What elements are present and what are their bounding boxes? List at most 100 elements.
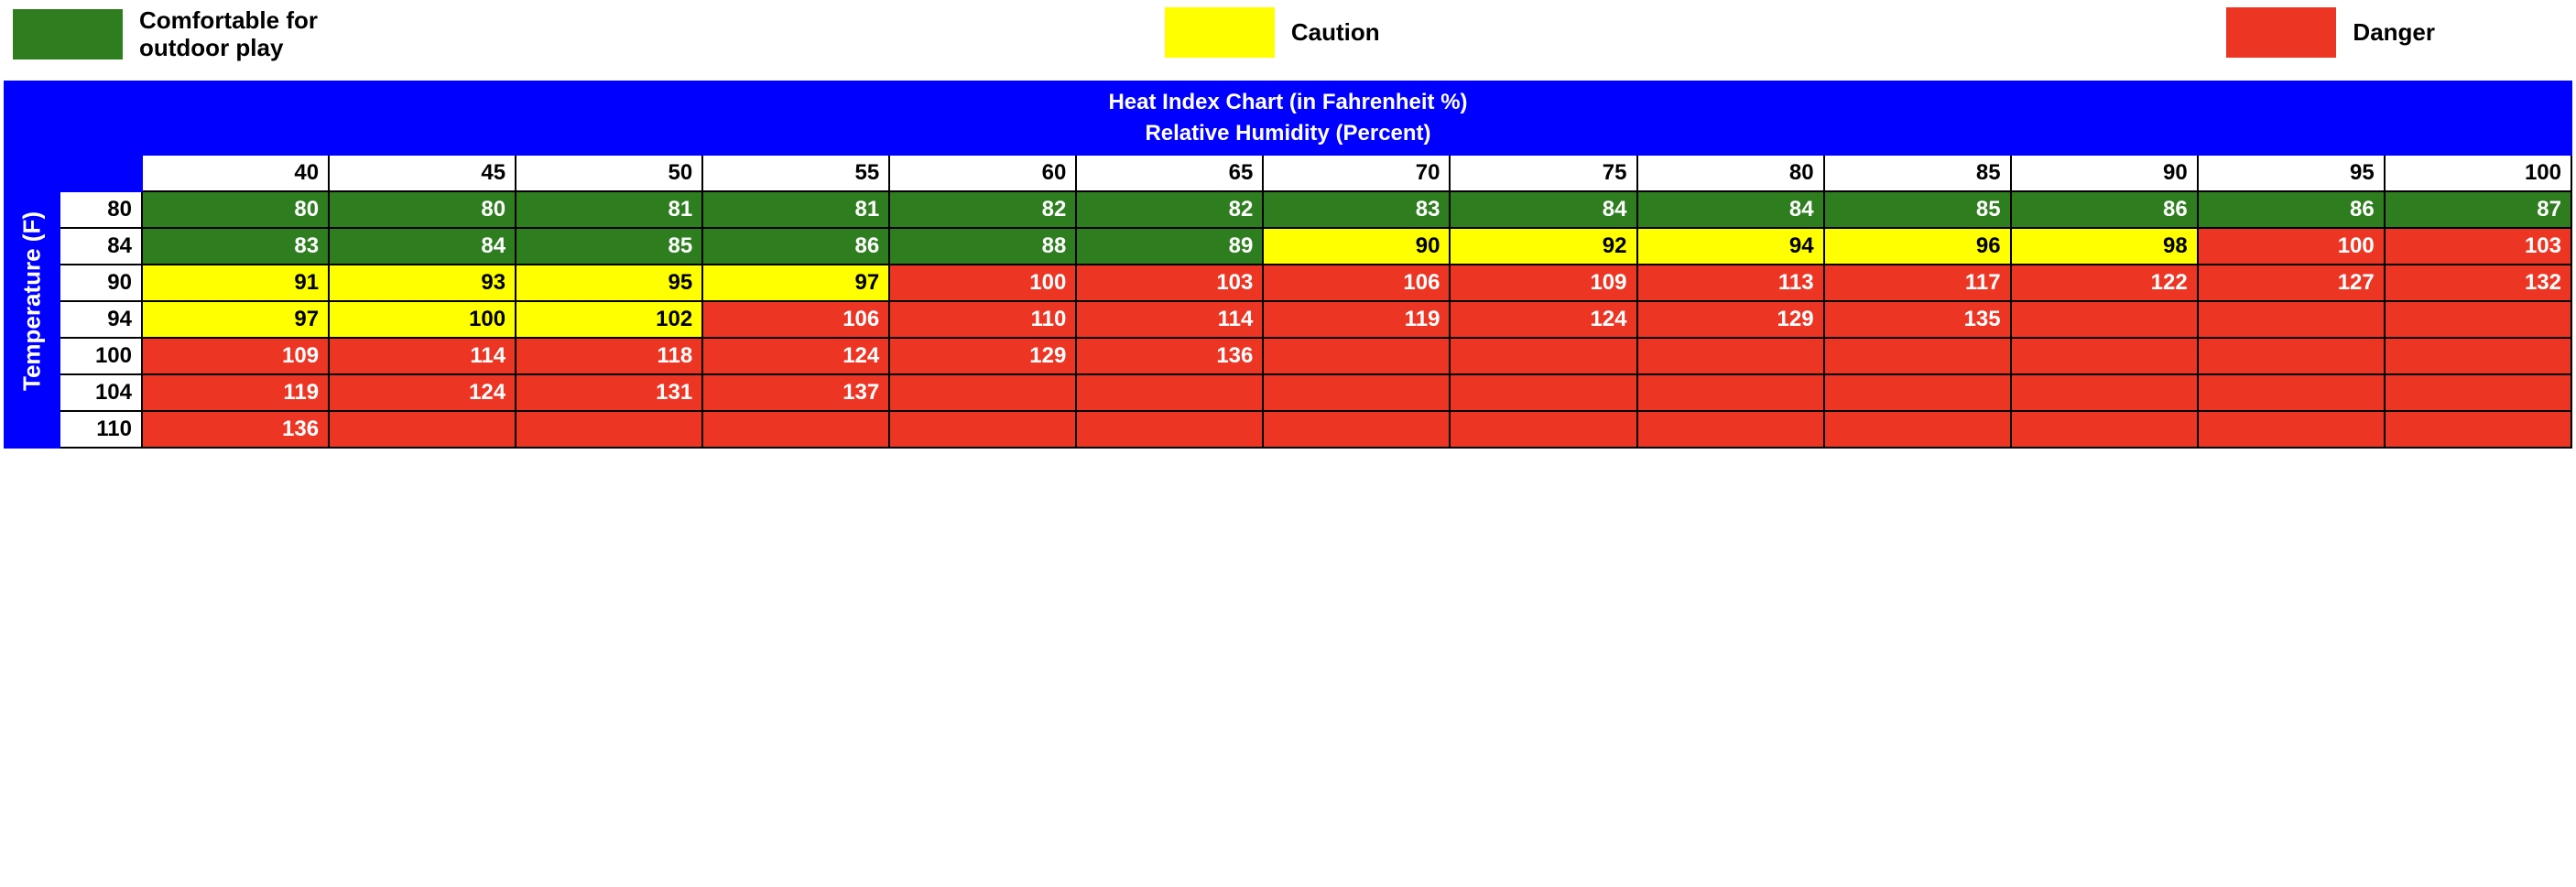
heat-cell bbox=[889, 374, 1076, 411]
heat-cell: 118 bbox=[516, 338, 702, 374]
heat-cell bbox=[2011, 338, 2198, 374]
heat-cell bbox=[1824, 411, 2011, 448]
corner-cell bbox=[60, 155, 142, 191]
humidity-header: 70 bbox=[1263, 155, 1450, 191]
legend-item-caution: Caution bbox=[1165, 7, 1380, 58]
heat-cell: 80 bbox=[142, 191, 329, 228]
heat-cell: 83 bbox=[1263, 191, 1450, 228]
legend-label-comfortable: Comfortable for outdoor play bbox=[139, 7, 318, 62]
heat-cell: 80 bbox=[329, 191, 516, 228]
heat-cell: 106 bbox=[1263, 265, 1450, 301]
heat-cell: 84 bbox=[329, 228, 516, 265]
heat-cell: 124 bbox=[702, 338, 889, 374]
humidity-header: 100 bbox=[2385, 155, 2571, 191]
heat-cell bbox=[1824, 374, 2011, 411]
heat-cell: 87 bbox=[2385, 191, 2571, 228]
humidity-header: 75 bbox=[1450, 155, 1636, 191]
heat-cell bbox=[1637, 338, 1824, 374]
heat-cell bbox=[1263, 411, 1450, 448]
heat-cell: 82 bbox=[889, 191, 1076, 228]
humidity-header: 45 bbox=[329, 155, 516, 191]
heat-cell: 131 bbox=[516, 374, 702, 411]
heat-cell: 100 bbox=[2198, 228, 2385, 265]
heat-cell: 90 bbox=[1263, 228, 1450, 265]
heat-cell: 83 bbox=[142, 228, 329, 265]
heat-cell: 100 bbox=[329, 301, 516, 338]
temperature-header: 84 bbox=[60, 228, 142, 265]
heat-cell: 122 bbox=[2011, 265, 2198, 301]
heat-cell: 113 bbox=[1637, 265, 1824, 301]
heat-cell: 129 bbox=[1637, 301, 1824, 338]
heat-index-table: Heat Index Chart (in Fahrenheit %)Relati… bbox=[4, 81, 2572, 449]
heat-cell: 96 bbox=[1824, 228, 2011, 265]
heat-cell bbox=[702, 411, 889, 448]
heat-cell: 119 bbox=[1263, 301, 1450, 338]
heat-cell: 109 bbox=[142, 338, 329, 374]
heat-cell: 124 bbox=[329, 374, 516, 411]
heat-cell: 136 bbox=[142, 411, 329, 448]
legend-item-danger: Danger bbox=[2226, 7, 2435, 58]
heat-cell: 100 bbox=[889, 265, 1076, 301]
heat-cell: 94 bbox=[1637, 228, 1824, 265]
heat-cell bbox=[2011, 301, 2198, 338]
humidity-header: 95 bbox=[2198, 155, 2385, 191]
heat-cell bbox=[2198, 374, 2385, 411]
temperature-header: 94 bbox=[60, 301, 142, 338]
legend-label-danger: Danger bbox=[2353, 19, 2435, 47]
heat-cell: 86 bbox=[702, 228, 889, 265]
heat-cell: 85 bbox=[1824, 191, 2011, 228]
heat-cell bbox=[1637, 374, 1824, 411]
heat-cell: 85 bbox=[516, 228, 702, 265]
temperature-header: 104 bbox=[60, 374, 142, 411]
humidity-header: 50 bbox=[516, 155, 702, 191]
heat-cell bbox=[1450, 374, 1636, 411]
heat-cell: 93 bbox=[329, 265, 516, 301]
heat-cell bbox=[2385, 411, 2571, 448]
heat-cell: 81 bbox=[516, 191, 702, 228]
heat-cell: 106 bbox=[702, 301, 889, 338]
humidity-header: 80 bbox=[1637, 155, 1824, 191]
heat-cell: 110 bbox=[889, 301, 1076, 338]
y-axis-label: Temperature (F) bbox=[5, 155, 60, 448]
heat-cell: 91 bbox=[142, 265, 329, 301]
heat-cell bbox=[1263, 338, 1450, 374]
heat-cell bbox=[2198, 338, 2385, 374]
heat-cell bbox=[2011, 411, 2198, 448]
temperature-header: 90 bbox=[60, 265, 142, 301]
legend-label-caution: Caution bbox=[1291, 19, 1380, 47]
heat-cell bbox=[1450, 338, 1636, 374]
heat-cell: 98 bbox=[2011, 228, 2198, 265]
heat-cell: 114 bbox=[1076, 301, 1263, 338]
heat-cell: 84 bbox=[1637, 191, 1824, 228]
heat-cell bbox=[516, 411, 702, 448]
heat-cell bbox=[1076, 374, 1263, 411]
heat-cell: 102 bbox=[516, 301, 702, 338]
heat-cell bbox=[1076, 411, 1263, 448]
heat-cell bbox=[889, 411, 1076, 448]
legend-swatch-comfortable bbox=[13, 9, 123, 59]
heat-cell: 86 bbox=[2198, 191, 2385, 228]
temperature-header: 110 bbox=[60, 411, 142, 448]
humidity-header: 85 bbox=[1824, 155, 2011, 191]
heat-cell bbox=[1637, 411, 1824, 448]
heat-cell: 124 bbox=[1450, 301, 1636, 338]
heat-cell: 89 bbox=[1076, 228, 1263, 265]
heat-cell: 92 bbox=[1450, 228, 1636, 265]
heat-cell bbox=[2198, 411, 2385, 448]
heat-cell: 129 bbox=[889, 338, 1076, 374]
heat-cell bbox=[2385, 301, 2571, 338]
heat-cell: 136 bbox=[1076, 338, 1263, 374]
heat-cell bbox=[1263, 374, 1450, 411]
heat-cell bbox=[2385, 374, 2571, 411]
heat-cell bbox=[2385, 338, 2571, 374]
heat-cell: 103 bbox=[2385, 228, 2571, 265]
heat-cell: 132 bbox=[2385, 265, 2571, 301]
humidity-header: 40 bbox=[142, 155, 329, 191]
heat-cell: 119 bbox=[142, 374, 329, 411]
humidity-header: 55 bbox=[702, 155, 889, 191]
temperature-header: 80 bbox=[60, 191, 142, 228]
heat-cell: 97 bbox=[142, 301, 329, 338]
legend: Comfortable for outdoor play Caution Dan… bbox=[4, 4, 2572, 81]
humidity-header: 90 bbox=[2011, 155, 2198, 191]
heat-cell: 127 bbox=[2198, 265, 2385, 301]
